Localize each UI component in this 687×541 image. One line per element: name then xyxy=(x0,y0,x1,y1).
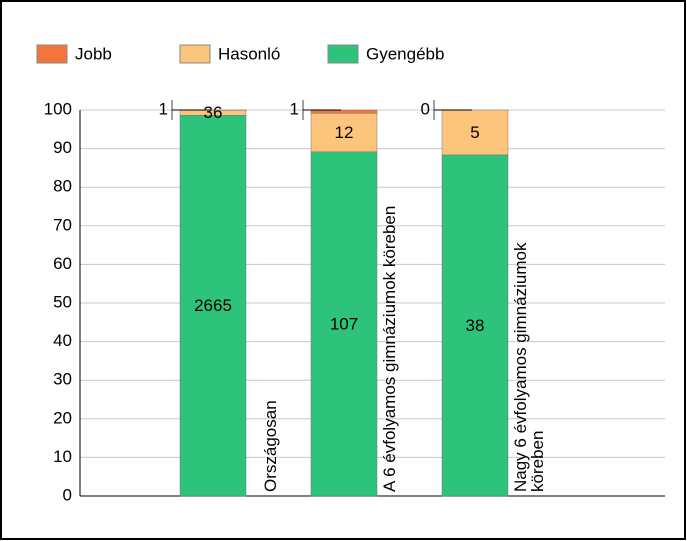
data-label: 0 xyxy=(421,99,430,118)
bar-segment xyxy=(179,115,247,497)
bar-segment xyxy=(310,151,378,497)
y-tick-label: 60 xyxy=(53,254,72,273)
legend-swatch xyxy=(327,44,359,64)
legend-label: Gyengébb xyxy=(366,44,444,63)
y-tick-label: 0 xyxy=(63,485,72,504)
y-tick-label: 80 xyxy=(53,177,72,196)
x-tick-label: Országosan xyxy=(261,400,280,492)
data-label: 1 xyxy=(159,99,168,118)
y-tick-label: 90 xyxy=(53,138,72,157)
data-label: 12 xyxy=(335,123,354,142)
legend-label: Jobb xyxy=(75,44,112,63)
data-label: 107 xyxy=(330,314,358,333)
y-tick-label: 40 xyxy=(53,331,72,350)
y-tick-label: 100 xyxy=(44,99,72,118)
bar-segment xyxy=(441,154,509,497)
data-label: 38 xyxy=(466,316,485,335)
y-tick-label: 20 xyxy=(53,408,72,427)
y-tick-label: 30 xyxy=(53,370,72,389)
data-label: 36 xyxy=(204,103,223,122)
bar-segment xyxy=(310,112,378,153)
legend-label: Hasonló xyxy=(218,44,280,63)
legend-swatch xyxy=(36,44,68,64)
y-tick-label: 10 xyxy=(53,447,72,466)
bar-segment xyxy=(310,109,378,114)
data-label: 5 xyxy=(470,123,479,142)
data-label: 1 xyxy=(290,99,299,118)
x-tick-label: A 6 évfolyamos gimnáziumok köreben xyxy=(380,205,399,492)
x-tick-label: Nagy 6 évfolyamos gimnáziumok köreben xyxy=(511,242,547,492)
data-label: 2665 xyxy=(194,296,232,315)
bar-segment xyxy=(441,109,509,156)
y-tick-label: 70 xyxy=(53,215,72,234)
legend-swatch xyxy=(179,44,211,64)
y-tick-label: 50 xyxy=(53,292,72,311)
